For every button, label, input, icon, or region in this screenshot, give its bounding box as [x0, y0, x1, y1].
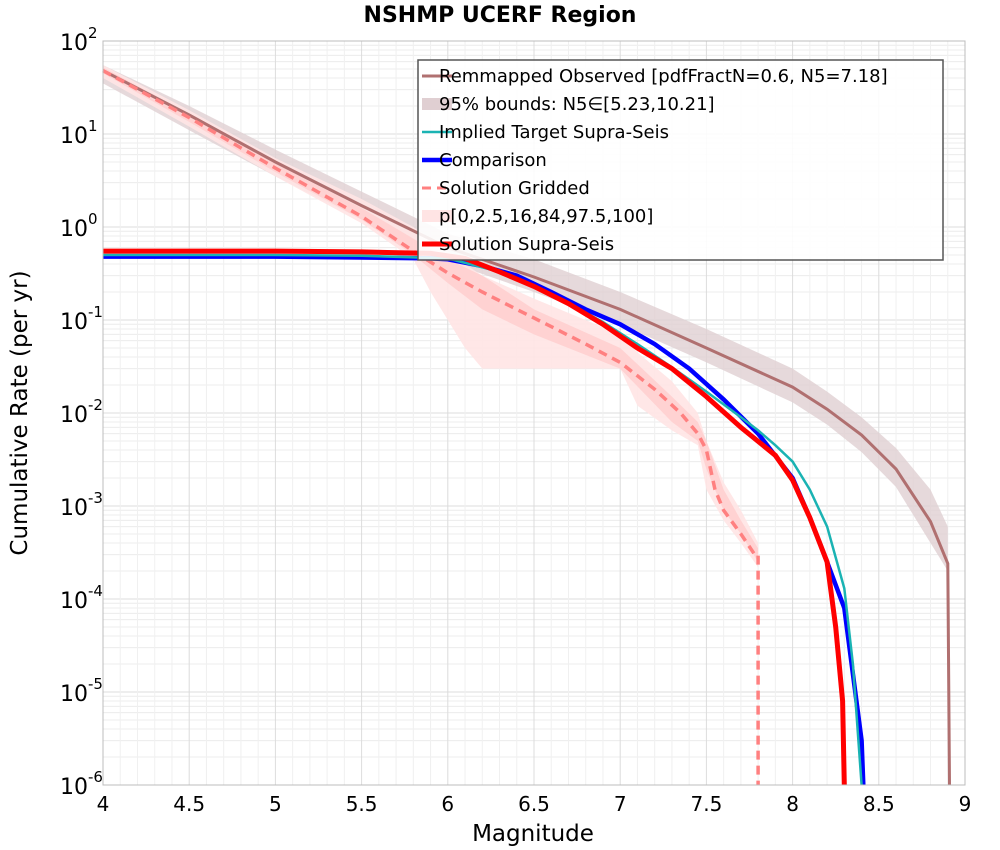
y-tick-label: 10-3	[60, 489, 103, 521]
plot-frame	[102, 40, 966, 786]
legend-entry: Solution Gridded	[439, 178, 590, 199]
y-tick-label: 101	[60, 117, 98, 149]
y-tick-label: 10-6	[60, 768, 103, 800]
y-axis-label: Cumulative Rate (per yr)	[7, 270, 33, 555]
chart-title: NSHMP UCERF Region	[364, 3, 637, 28]
x-tick-label: 4.5	[173, 792, 205, 816]
y-tick-label: 100	[60, 210, 98, 242]
x-tick-label: 5	[269, 792, 282, 816]
legend: Remmapped Observed [pdfFractN=0.6, N5=7.…	[417, 59, 944, 261]
x-tick-label: 6.5	[518, 792, 550, 816]
y-tick-label: 10-2	[60, 396, 103, 428]
legend-swatch-bounds	[422, 98, 452, 110]
observed-line	[102, 69, 951, 786]
x-tick-label: 8	[786, 792, 799, 816]
legend-swatch-percentiles	[422, 210, 452, 222]
legend-entry: 95% bounds: N5∈[5.23,10.21]	[439, 94, 715, 115]
x-axis-label: Magnitude	[472, 821, 594, 847]
gridded-line	[102, 69, 760, 785]
x-tick-label: 8.5	[863, 792, 895, 816]
legend-entry: Implied Target Supra-Seis	[439, 122, 669, 143]
legend-entry: p[0,2.5,16,84,97.5,100]	[439, 206, 653, 227]
x-tick-label: 7	[614, 792, 627, 816]
x-tick-label: 9	[959, 792, 972, 816]
y-tick-labels: 10-6 10-5 10-4 10-3 10-2 10-1 100 101 102	[60, 24, 103, 800]
x-tick-label: 6	[441, 792, 454, 816]
y-tick-label: 102	[60, 24, 98, 56]
y-tick-label: 10-5	[60, 675, 103, 707]
legend-entry: Solution Supra-Seis	[439, 234, 614, 255]
legend-box	[417, 59, 944, 261]
x-tick-labels: 4 4.5 5 5.5 6 6.5 7 7.5 8 8.5 9	[97, 792, 972, 816]
x-tick-label: 5.5	[346, 792, 378, 816]
x-tick-label: 7.5	[690, 792, 722, 816]
legend-entry: Comparison	[439, 150, 547, 171]
legend-entry: Remmapped Observed [pdfFractN=0.6, N5=7.…	[439, 66, 888, 87]
x-tick-label: 4	[97, 792, 110, 816]
y-tick-label: 10-1	[60, 303, 103, 335]
y-tick-label: 10-4	[60, 582, 103, 614]
